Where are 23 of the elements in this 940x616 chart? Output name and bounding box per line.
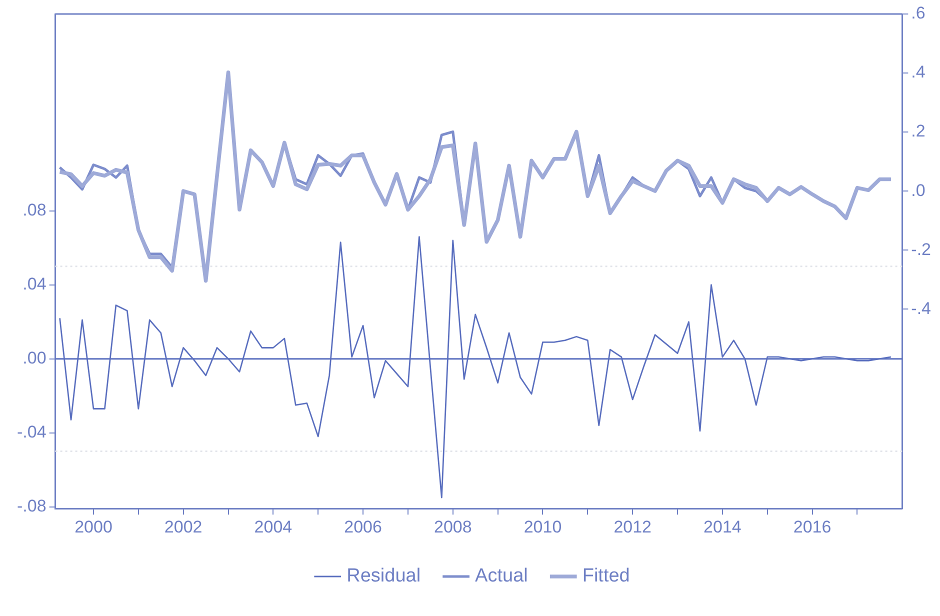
y2-tick-label: .4 bbox=[911, 62, 926, 82]
y2-tick-label: .2 bbox=[911, 122, 926, 141]
x-tick-label: 2006 bbox=[344, 517, 382, 536]
y-tick-label: -.04 bbox=[16, 422, 46, 442]
y-tick-label: .04 bbox=[22, 274, 46, 294]
y2-tick-label: .0 bbox=[911, 180, 926, 200]
x-tick-label: 2012 bbox=[614, 517, 652, 536]
legend-label: Residual bbox=[346, 566, 421, 587]
legend-label: Fitted bbox=[582, 566, 630, 587]
x-tick-label: 2014 bbox=[704, 517, 742, 536]
y-tick-label: .08 bbox=[22, 200, 46, 220]
y-tick-label: -.08 bbox=[16, 496, 46, 516]
x-tick-label: 2002 bbox=[164, 517, 202, 536]
x-tick-label: 2010 bbox=[524, 517, 562, 536]
y2-tick-label: .6 bbox=[911, 4, 926, 23]
legend-label: Actual bbox=[475, 566, 528, 587]
x-tick-label: 2016 bbox=[793, 517, 832, 536]
x-tick-label: 2004 bbox=[254, 517, 292, 536]
y2-tick-label: -.2 bbox=[911, 240, 932, 259]
x-tick-label: 2008 bbox=[434, 517, 472, 536]
y2-tick-label: -.4 bbox=[911, 298, 932, 318]
x-tick-label: 2000 bbox=[74, 517, 112, 536]
y-tick-label: .00 bbox=[22, 348, 46, 368]
